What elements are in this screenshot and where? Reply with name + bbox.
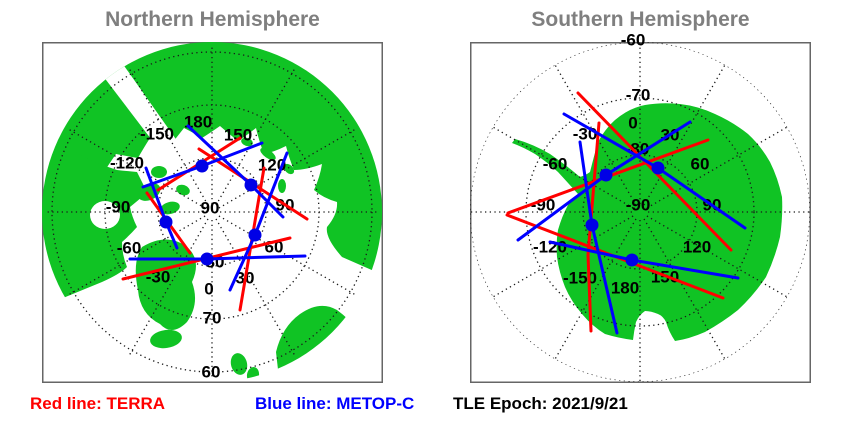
overpass-dot xyxy=(159,215,173,229)
meridian-ray xyxy=(218,128,357,209)
southern-hemisphere-map: -90-80-70-600306090120150180-150-120-90-… xyxy=(470,31,811,383)
terra-track xyxy=(586,121,601,333)
grid-label: -150 xyxy=(563,269,597,288)
meridian-ray xyxy=(215,218,296,357)
overpass-dot xyxy=(585,218,599,232)
grid-label: -60 xyxy=(117,239,142,258)
tle-epoch-label: TLE Epoch: 2021/9/21 xyxy=(453,394,628,413)
meridian-ray xyxy=(67,128,206,209)
grid-label: -90 xyxy=(531,196,556,215)
grid-label: 0 xyxy=(204,280,213,299)
iceland xyxy=(150,329,182,349)
legend-terra: Red line: TERRA xyxy=(30,394,166,413)
canada-island-d xyxy=(176,184,190,196)
meridian-ray xyxy=(492,215,634,298)
meridian-ray xyxy=(218,215,357,296)
overpass-dot xyxy=(599,168,613,182)
grid-label: 120 xyxy=(683,238,711,257)
grid-label: -90 xyxy=(626,196,651,215)
grid-label: 60 xyxy=(202,363,221,382)
south-map-title: Southern Hemisphere xyxy=(531,8,750,31)
grid-label: 0 xyxy=(628,114,637,133)
canada-island-b xyxy=(160,201,180,215)
land-layer xyxy=(42,42,382,382)
meridian-ray xyxy=(128,218,209,357)
grid-label: -70 xyxy=(626,86,651,105)
meridian-ray xyxy=(643,64,726,206)
arctic-island-b xyxy=(260,147,276,161)
grid-label: 180 xyxy=(611,279,639,298)
grid-label: 180 xyxy=(184,113,212,132)
latitude-ring xyxy=(525,97,755,327)
arctic-island-d xyxy=(278,179,286,193)
land-layer xyxy=(512,103,783,341)
grid-label: -60 xyxy=(621,31,646,50)
meridian-ray xyxy=(646,215,788,298)
latitude-ring xyxy=(51,51,373,373)
overpass-dot xyxy=(244,178,258,192)
map-disk xyxy=(470,42,810,382)
meridian-ray xyxy=(492,126,634,209)
overpass-dots xyxy=(159,159,262,266)
grid-label: 60 xyxy=(691,155,710,174)
hudson-bay xyxy=(90,201,120,229)
grid-label: -120 xyxy=(533,238,567,257)
overpass-dots xyxy=(585,161,665,267)
greenland xyxy=(135,239,196,331)
grid-label: -120 xyxy=(110,154,144,173)
overpass-dot xyxy=(248,228,262,242)
canada-island-c xyxy=(151,166,167,178)
meridian-ray xyxy=(554,64,637,206)
grid-label: -90 xyxy=(106,198,131,217)
bering-strait xyxy=(100,60,180,160)
overpass-dot xyxy=(625,253,639,267)
northern-hemisphere-map: 908070600306090120150180-150-120-90-60-3… xyxy=(42,42,383,383)
north-map-title: Northern Hemisphere xyxy=(105,8,320,31)
graticule-layer xyxy=(470,42,810,382)
grid-label: 70 xyxy=(203,309,222,328)
map-disk xyxy=(42,42,382,382)
overpass-dot xyxy=(195,159,209,173)
meridian-ray xyxy=(646,126,788,209)
grid-label: 90 xyxy=(201,199,220,218)
legend-metop-c: Blue line: METOP-C xyxy=(255,394,415,413)
grid-label: -150 xyxy=(140,125,174,144)
meridian-ray xyxy=(643,218,726,360)
grid-label: 150 xyxy=(224,126,252,145)
meridian-ray xyxy=(554,218,637,360)
meridian-ray xyxy=(128,67,209,206)
grid-label: -60 xyxy=(543,155,568,174)
antarctica xyxy=(512,103,783,341)
overpass-dot xyxy=(651,161,665,175)
graticule-layer xyxy=(46,46,378,378)
arctic-island-c xyxy=(283,163,295,175)
overpass-dot xyxy=(200,252,214,266)
arctic-island-a xyxy=(241,137,253,147)
britain xyxy=(230,353,248,375)
meridian-ray xyxy=(215,67,296,206)
meridian-ray xyxy=(67,215,206,296)
